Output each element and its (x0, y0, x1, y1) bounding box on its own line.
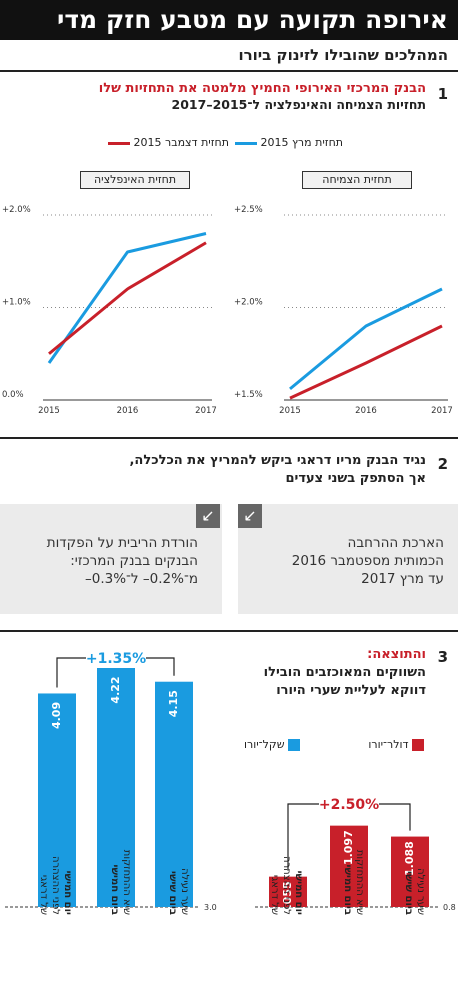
measure-line: מ־0.2%– ל־0.3%– (84, 571, 198, 587)
change-label: +1.35% (86, 651, 146, 667)
measure-line: הורדת הריבית על הפקדות (46, 535, 198, 551)
measure-qe-extension: ↙ הארכת ההרחבה הכמותית מספטמבר 2016 עד מ… (238, 504, 458, 614)
x-tick-label: 2015 (38, 406, 60, 416)
legend-swatch-dollar (412, 739, 424, 751)
bar (155, 681, 193, 907)
bar-category-label: לפני ההצהרה (281, 856, 292, 915)
x-tick-label: 2017 (431, 406, 453, 416)
change-label-bg (319, 795, 379, 813)
bar-category-label: ביום חמישי (109, 865, 120, 916)
divider (0, 630, 458, 632)
measure-line: הכמותית מספטמבר 2016 (291, 553, 444, 569)
section2-headline: נגיד הבנק מריו דראגי ביקש להמריץ את הכלכ… (129, 453, 426, 468)
divider (0, 437, 458, 439)
page-title: אירופה תקועה עם מטבע חזק מדי (57, 5, 448, 34)
x-tick-label: 2016 (355, 406, 377, 416)
x-tick-label: 2015 (279, 406, 301, 416)
bar (330, 825, 368, 907)
euro-exchange-bar-charts: 0.8 1.088 1.097 1.055 +2.50% 3.0 4.15 4.22 4.09 +… (5, 649, 456, 916)
legend-label-december: תחזית דצמבר 2015 (133, 136, 229, 149)
bar-value-label: 4.15 (167, 690, 180, 717)
bar-category-label: ביום שישי (403, 871, 414, 915)
legend-shekel-euro: שקל־יורו (244, 738, 300, 751)
series-line (289, 324, 443, 400)
section3-headline-2: דווקא לעליית שערי היורו (276, 683, 426, 698)
x-tick-label: 2017 (195, 406, 217, 416)
legend-dollar-euro: דולר־יורו (368, 738, 424, 751)
inflation-forecast-chart: 0.0% +1.0% +2.0% 2015 2016 2017 (2, 205, 217, 416)
bar-category-label: ביום חמישי (342, 865, 353, 916)
y-tick-label: +1.5% (234, 390, 263, 400)
bar-category-label: יום חמישי (293, 871, 304, 915)
measure-rate-cut: ↙ הורדת הריבית על הפקדות הבנקים בבנק המר… (0, 504, 222, 614)
bar-category-label: שער נעילה (415, 868, 426, 915)
legend-swatch-shekel (288, 739, 300, 751)
bar-category-label: של דראגי (38, 875, 49, 915)
arrow-down-left-icon: ↙ (196, 504, 220, 528)
bar (269, 876, 307, 907)
baseline-label: 0.8 (443, 903, 456, 912)
section-number: 2 (437, 455, 448, 473)
title-banner: אירופה תקועה עם מטבע חזק מדי (0, 0, 458, 40)
inflation-chart-title: תחזית האינפלציה (80, 171, 190, 189)
bar-category-label: ביום שישי (167, 871, 178, 915)
section-number: 1 (437, 85, 448, 103)
bar (391, 836, 429, 907)
legend-swatch-march (235, 141, 257, 145)
bar-value-label: 4.09 (50, 702, 63, 729)
section1-headline: הבנק המרכזי האירופי החמיץ מלמטה את התחזי… (98, 81, 426, 96)
bar-category-label: יום חמישי (62, 871, 73, 915)
legend-label-march: תחזית מרץ 2015 (260, 136, 344, 149)
section3-headline-red: והתוצאה: (367, 647, 426, 662)
legend-december: תחזית דצמבר 2015 (108, 136, 229, 149)
legend-swatch-december (108, 141, 130, 145)
y-tick-label: +1.0% (2, 298, 31, 308)
x-tick-label: 2016 (117, 406, 139, 416)
growth-chart-title: תחזית הצמיחה (302, 171, 412, 189)
bar-value-label: 4.22 (109, 676, 122, 703)
bar-value-label: 1.055 (281, 881, 294, 916)
bar-category-label: שיא ההתחזקות (121, 850, 132, 915)
bar-category-label: לפני ההצהרה (50, 856, 61, 915)
y-tick-label: +2.0% (234, 298, 263, 308)
legend-label-dollar: דולר־יורו (368, 738, 409, 751)
bar-category-label: שער נעילה (179, 868, 190, 915)
bar (97, 668, 135, 907)
bar (38, 693, 76, 907)
growth-forecast-chart: +1.5% +2.0% +2.5% 2015 2016 2017 (234, 205, 453, 416)
section3-headline-1: השווקים המאוכזבים הובילו (263, 665, 426, 680)
bar-category-label: של דראגי (269, 875, 280, 915)
change-label: +2.50% (319, 797, 379, 813)
page-subtitle: המהלכים שהובילו לזינוק ביורו (238, 46, 448, 64)
series-line (47, 232, 207, 364)
legend-label-shekel: שקל־יורו (244, 738, 285, 751)
arrow-down-left-icon: ↙ (238, 504, 262, 528)
measure-line: הארכת ההרחבה (347, 535, 444, 551)
section-number: 3 (437, 648, 448, 666)
measure-line: עד מרץ 2017 (361, 571, 444, 587)
y-tick-label: 0.0% (2, 390, 24, 400)
y-tick-label: +2.5% (234, 205, 263, 215)
bar-value-label: 1.097 (342, 830, 355, 865)
legend-march: תחזית מרץ 2015 (235, 136, 343, 149)
y-tick-label: +2.0% (2, 205, 31, 215)
section2-headline-2: אך הסתפק בשני צעדים (285, 471, 427, 486)
series-line (289, 287, 443, 391)
baseline-label: 3.0 (204, 903, 217, 912)
divider (0, 70, 458, 72)
measure-line: הבנקים בבנק המרכזי: (70, 553, 198, 569)
series-line (48, 241, 207, 355)
change-label-bg (86, 649, 146, 667)
section1-subheadline: תחזיות הצמיחה והאינפלציה ל־2015–2017 (171, 97, 426, 112)
bar-value-label: 1.088 (403, 841, 416, 876)
bar-category-label: שיא ההתחזקות (354, 850, 365, 915)
